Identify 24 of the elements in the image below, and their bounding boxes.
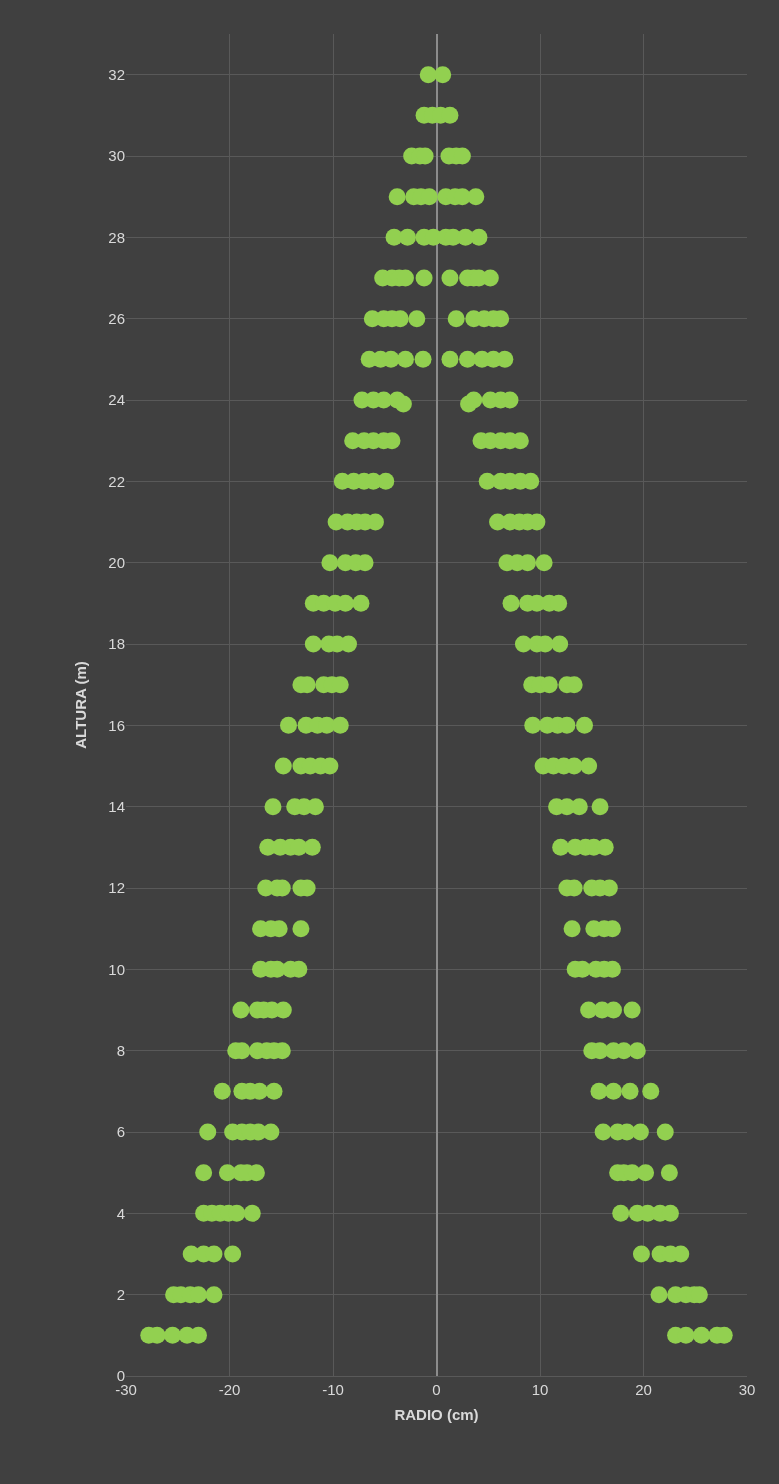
y-tick-label: 16 bbox=[108, 716, 125, 734]
y-tick-label: 14 bbox=[108, 797, 125, 815]
y-tick-label: 6 bbox=[116, 1123, 125, 1141]
y-tick-label: 20 bbox=[108, 553, 125, 571]
y-tick-label: 10 bbox=[108, 960, 125, 978]
y-tick-label: 2 bbox=[116, 1285, 125, 1303]
x-tick-label: 20 bbox=[635, 1381, 652, 1398]
y-tick-label: 30 bbox=[108, 147, 125, 165]
y-tick-label: 32 bbox=[108, 65, 125, 83]
y-tick-label: 4 bbox=[116, 1204, 125, 1222]
x-tick-label: 0 bbox=[432, 1381, 441, 1398]
x-tick-label: -10 bbox=[322, 1381, 344, 1398]
y-axis-title: ALTURA (m) bbox=[71, 661, 89, 749]
y-tick-label: 28 bbox=[108, 228, 125, 246]
y-tick-label: 22 bbox=[108, 472, 125, 490]
x-tick-label: 10 bbox=[531, 1381, 549, 1398]
y-tick-label: 26 bbox=[108, 309, 125, 327]
y-tick-label: 18 bbox=[108, 635, 125, 653]
x-tick-label: -20 bbox=[218, 1381, 241, 1398]
y-tick-label: 12 bbox=[108, 879, 125, 897]
x-axis-title: RADIO (cm) bbox=[394, 1406, 479, 1423]
y-tick-label: 24 bbox=[108, 391, 125, 409]
y-tick-label: 8 bbox=[116, 1041, 125, 1059]
x-tick-label: 30 bbox=[738, 1381, 756, 1398]
